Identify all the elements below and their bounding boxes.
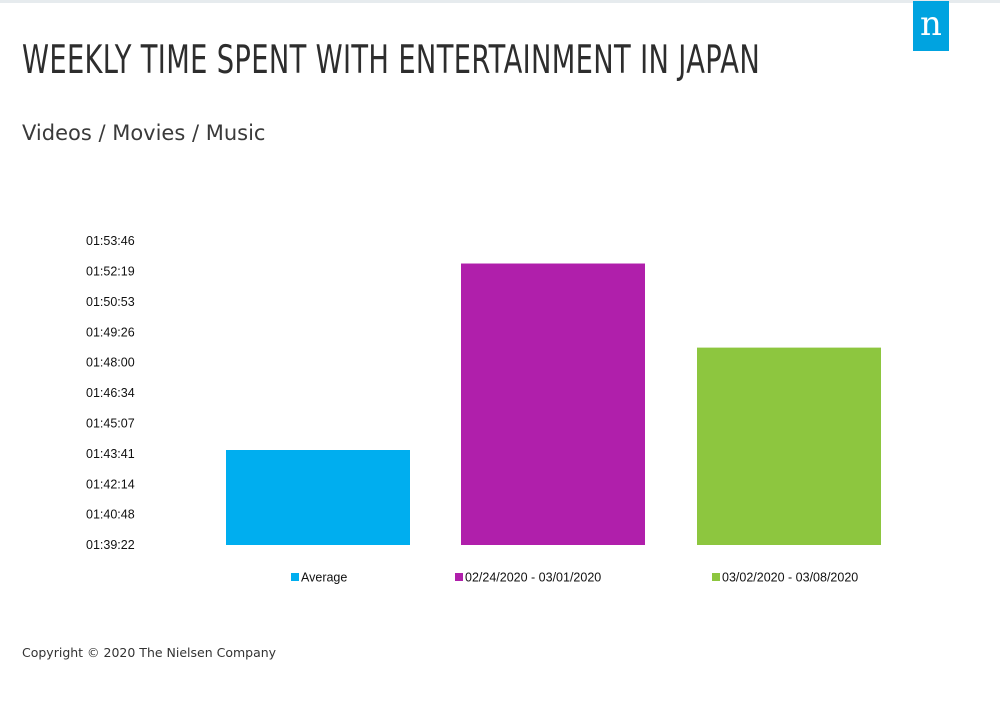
y-tick-label: 01:48:00 — [86, 356, 135, 370]
top-rule — [0, 0, 1000, 3]
y-tick-label: 01:50:53 — [86, 295, 135, 309]
nielsen-logo: n — [913, 1, 949, 51]
copyright-text: Copyright © 2020 The Nielsen Company — [22, 645, 277, 660]
y-tick-label: 01:39:22 — [86, 538, 135, 552]
legend-label: 03/02/2020 - 03/08/2020 — [722, 571, 858, 585]
y-tick-label: 01:52:19 — [86, 265, 135, 279]
bar-2 — [461, 263, 645, 545]
legend-swatch — [455, 573, 463, 581]
y-tick-label: 01:43:41 — [86, 447, 135, 461]
y-tick-label: 01:40:48 — [86, 508, 135, 522]
legend-label: 02/24/2020 - 03/01/2020 — [465, 571, 601, 585]
legend-swatch — [291, 573, 299, 581]
bar-chart: 01:39:22 01:40:48 01:42:14 01:43:41 01:45:07… — [86, 234, 881, 585]
y-tick-label: 01:45:07 — [86, 417, 135, 431]
bar-1 — [226, 450, 410, 545]
bar-3 — [697, 347, 881, 545]
y-tick-label: 01:46:34 — [86, 386, 135, 400]
y-tick-label: 01:42:14 — [86, 477, 135, 491]
legend-label: Average — [301, 571, 347, 585]
page-title: WEEKLY TIME SPENT WITH ENTERTAINMENT IN … — [22, 38, 761, 83]
legend-swatch — [712, 573, 720, 581]
logo-letter: n — [920, 4, 942, 44]
y-tick-label: 01:49:26 — [86, 325, 135, 339]
page-subtitle: Videos / Movies / Music — [22, 121, 266, 145]
y-tick-label: 01:53:46 — [86, 234, 135, 248]
